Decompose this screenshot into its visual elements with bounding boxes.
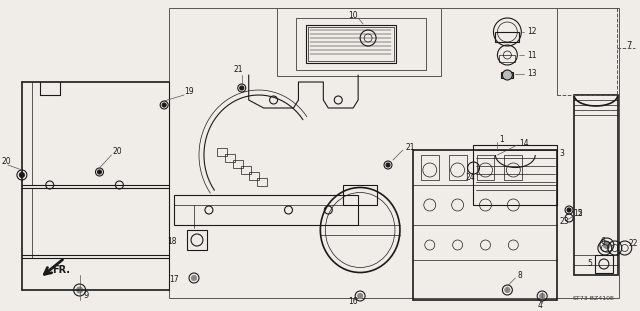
Bar [174,195,358,225]
Bar [217,148,227,156]
Bar [499,55,515,62]
Text: 12: 12 [527,27,537,36]
Circle shape [97,170,102,174]
Circle shape [505,287,510,293]
Text: 19: 19 [184,87,194,96]
Text: 1: 1 [499,136,504,145]
Text: 20: 20 [2,157,12,166]
Circle shape [502,70,513,80]
Circle shape [604,242,611,248]
Bar [504,155,522,180]
Text: 6: 6 [601,236,606,245]
Bar [308,27,394,61]
Text: 18: 18 [167,238,177,247]
Text: 16: 16 [348,298,358,307]
Circle shape [191,276,196,281]
Bar [241,166,251,174]
Text: 24: 24 [465,174,476,183]
Text: 5: 5 [587,258,592,267]
Text: 21: 21 [406,142,415,151]
Text: FR.: FR. [52,265,70,275]
Circle shape [19,173,24,178]
Text: 4: 4 [537,300,542,309]
Circle shape [162,103,166,107]
Bar [421,155,439,180]
Circle shape [386,163,390,167]
Bar [495,32,519,42]
Text: 15: 15 [573,208,582,217]
Circle shape [540,294,545,299]
Circle shape [240,86,244,90]
Bar [413,150,557,300]
Bar [233,160,243,168]
Text: 7: 7 [627,41,632,50]
Bar [501,72,513,78]
Text: 10: 10 [348,11,358,20]
Text: 21: 21 [234,66,243,75]
Bar [169,8,619,298]
Text: 20: 20 [113,147,122,156]
Bar [307,25,396,63]
Text: 23: 23 [559,216,569,225]
Text: 3: 3 [559,148,564,157]
Text: 13: 13 [527,69,537,78]
Bar [257,178,267,186]
Bar [343,185,377,205]
Text: 9: 9 [84,290,89,299]
Bar [477,155,495,180]
Bar [595,255,613,273]
Bar [472,145,557,205]
Text: 11: 11 [527,50,537,59]
Text: 2: 2 [577,208,582,217]
Text: 8: 8 [517,272,522,281]
Text: 14: 14 [519,138,529,147]
Bar [249,172,259,180]
Bar [449,155,467,180]
Text: 17: 17 [169,276,179,285]
Bar [296,18,426,70]
Circle shape [567,208,571,212]
Bar [574,95,618,275]
Bar [276,8,441,76]
Circle shape [77,287,83,293]
Text: 22: 22 [628,239,638,248]
Bar [187,230,207,250]
Text: ST73-BZ410E: ST73-BZ410E [573,295,615,300]
Bar [225,154,235,162]
Circle shape [358,294,363,299]
